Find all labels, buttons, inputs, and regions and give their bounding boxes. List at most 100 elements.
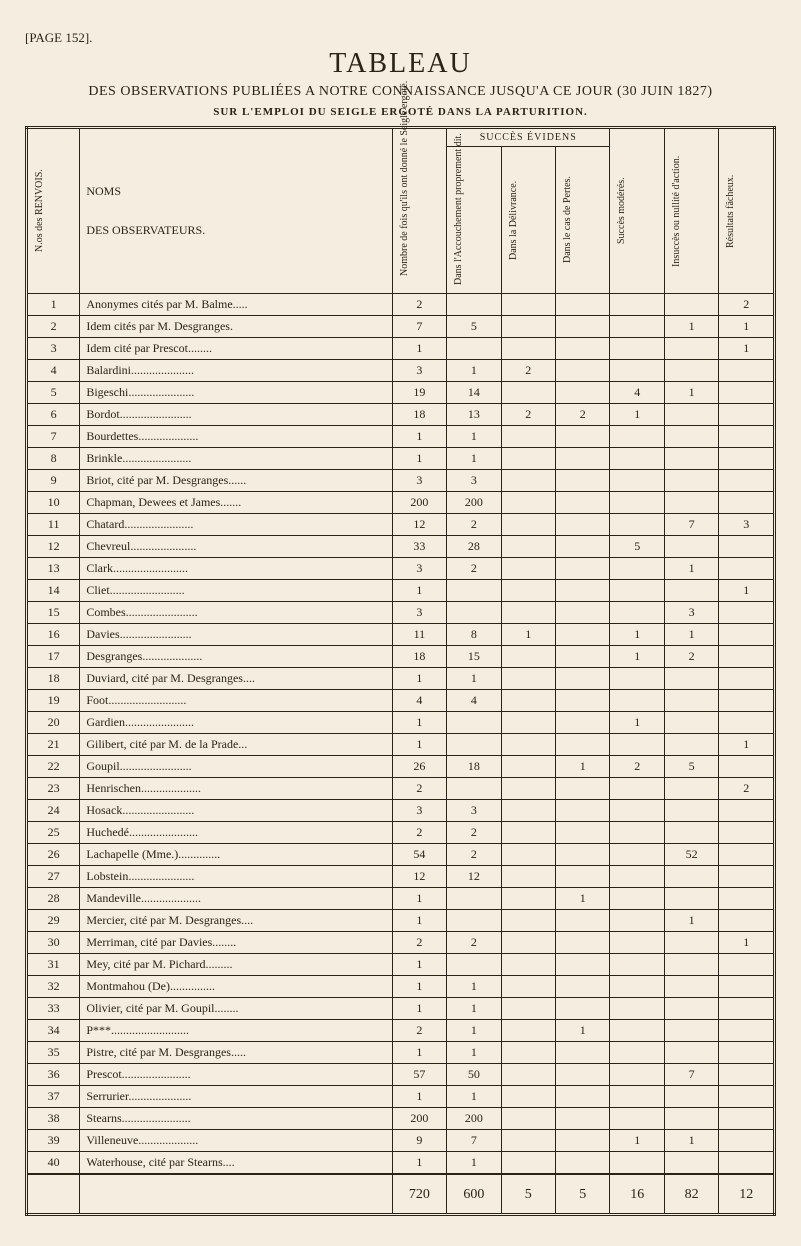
- data-cell: [719, 910, 775, 932]
- total-cell: 5: [556, 1174, 610, 1215]
- data-cell: 5: [447, 316, 501, 338]
- table-row: 8Brinkle.......................11: [27, 448, 775, 470]
- data-cell: 1: [610, 646, 664, 668]
- table-row: 38Stearns.......................200200: [27, 1108, 775, 1130]
- total-cell: 12: [719, 1174, 775, 1215]
- table-row: 25Huchedé.......................22: [27, 822, 775, 844]
- data-cell: [556, 338, 610, 360]
- row-number: 21: [27, 734, 80, 756]
- data-cell: 3: [392, 470, 446, 492]
- data-cell: 2: [392, 294, 446, 316]
- data-cell: 1: [719, 580, 775, 602]
- observer-name: Bigeschi......................: [80, 382, 392, 404]
- data-cell: [664, 976, 718, 998]
- data-cell: [664, 712, 718, 734]
- header-facheux: Résultats fâcheux.: [719, 128, 775, 294]
- data-cell: 2: [501, 404, 555, 426]
- data-cell: [719, 404, 775, 426]
- row-number: 11: [27, 514, 80, 536]
- data-cell: [664, 536, 718, 558]
- data-cell: [501, 1020, 555, 1042]
- data-cell: [556, 932, 610, 954]
- observer-name: Combes........................: [80, 602, 392, 624]
- data-cell: [501, 536, 555, 558]
- data-cell: [719, 1042, 775, 1064]
- data-cell: 2: [447, 514, 501, 536]
- data-cell: 200: [392, 492, 446, 514]
- observer-name: Olivier, cité par M. Goupil........: [80, 998, 392, 1020]
- data-cell: [664, 580, 718, 602]
- row-number: 8: [27, 448, 80, 470]
- table-row: 17Desgranges....................181512: [27, 646, 775, 668]
- data-cell: [664, 954, 718, 976]
- observer-name: Idem cité par Prescot........: [80, 338, 392, 360]
- data-cell: [501, 954, 555, 976]
- data-cell: [556, 360, 610, 382]
- table-row: 36Prescot.......................57507: [27, 1064, 775, 1086]
- data-cell: [501, 734, 555, 756]
- data-cell: [719, 954, 775, 976]
- table-row: 34P***..........................211: [27, 1020, 775, 1042]
- data-cell: 1: [610, 712, 664, 734]
- observer-name: Hosack........................: [80, 800, 392, 822]
- observer-name: Balardini.....................: [80, 360, 392, 382]
- data-cell: 57: [392, 1064, 446, 1086]
- header-accouchement: Dans l'Accouchement proprement dit.: [447, 147, 501, 294]
- data-cell: [664, 866, 718, 888]
- row-number: 22: [27, 756, 80, 778]
- data-cell: [447, 294, 501, 316]
- row-number: 36: [27, 1064, 80, 1086]
- data-cell: 3: [392, 360, 446, 382]
- data-cell: [501, 338, 555, 360]
- observer-name: Lobstein......................: [80, 866, 392, 888]
- data-cell: 2: [392, 932, 446, 954]
- data-cell: 1: [392, 1042, 446, 1064]
- data-cell: 2: [447, 822, 501, 844]
- data-cell: [719, 844, 775, 866]
- data-cell: [556, 800, 610, 822]
- data-cell: 33: [392, 536, 446, 558]
- data-cell: 4: [392, 690, 446, 712]
- data-cell: [556, 558, 610, 580]
- data-cell: [447, 734, 501, 756]
- data-cell: [719, 536, 775, 558]
- data-cell: [664, 492, 718, 514]
- data-cell: [664, 778, 718, 800]
- data-cell: [556, 954, 610, 976]
- data-cell: 12: [392, 514, 446, 536]
- data-cell: 1: [664, 382, 718, 404]
- data-cell: [501, 316, 555, 338]
- row-number: 15: [27, 602, 80, 624]
- data-cell: [664, 294, 718, 316]
- data-cell: [664, 1152, 718, 1175]
- data-cell: [610, 558, 664, 580]
- data-cell: [556, 624, 610, 646]
- data-cell: 1: [719, 734, 775, 756]
- data-cell: 1: [501, 624, 555, 646]
- data-cell: 3: [447, 470, 501, 492]
- observer-name: Davies........................: [80, 624, 392, 646]
- observer-name: P***..........................: [80, 1020, 392, 1042]
- data-cell: 2: [392, 778, 446, 800]
- data-cell: 1: [447, 1086, 501, 1108]
- observer-name: Mey, cité par M. Pichard.........: [80, 954, 392, 976]
- row-number: 26: [27, 844, 80, 866]
- data-cell: 1: [447, 668, 501, 690]
- row-number: 25: [27, 822, 80, 844]
- data-cell: 8: [447, 624, 501, 646]
- data-cell: [501, 1086, 555, 1108]
- table-row: 28Mandeville....................11: [27, 888, 775, 910]
- data-cell: [610, 294, 664, 316]
- data-cell: [664, 338, 718, 360]
- data-cell: 1: [392, 668, 446, 690]
- row-number: 30: [27, 932, 80, 954]
- data-cell: [719, 1086, 775, 1108]
- observer-name: Prescot.......................: [80, 1064, 392, 1086]
- data-cell: [719, 470, 775, 492]
- data-cell: 12: [392, 866, 446, 888]
- data-cell: 3: [392, 558, 446, 580]
- table-row: 31Mey, cité par M. Pichard.........1: [27, 954, 775, 976]
- data-cell: [501, 932, 555, 954]
- data-cell: 1: [392, 1086, 446, 1108]
- observer-name: Desgranges....................: [80, 646, 392, 668]
